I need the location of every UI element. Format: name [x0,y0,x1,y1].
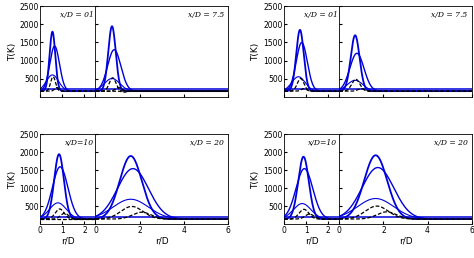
Text: x/D = 01: x/D = 01 [60,11,94,19]
Text: x/D = 7.5: x/D = 7.5 [431,11,468,19]
Text: x/D = 7.5: x/D = 7.5 [188,11,224,19]
Text: x/D = 20: x/D = 20 [190,139,224,147]
Y-axis label: T(K): T(K) [8,42,17,61]
Y-axis label: T(K): T(K) [8,170,17,189]
X-axis label: r/D: r/D [61,236,75,245]
Text: x/D = 20: x/D = 20 [434,139,468,147]
Text: x/D=10: x/D=10 [309,139,337,147]
Text: x/D=10: x/D=10 [64,139,94,147]
X-axis label: r/D: r/D [305,236,319,245]
Y-axis label: T(K): T(K) [252,42,261,61]
Y-axis label: T(K): T(K) [252,170,261,189]
Text: x/D = 01: x/D = 01 [304,11,337,19]
X-axis label: r/D: r/D [155,236,168,245]
X-axis label: r/D: r/D [399,236,412,245]
